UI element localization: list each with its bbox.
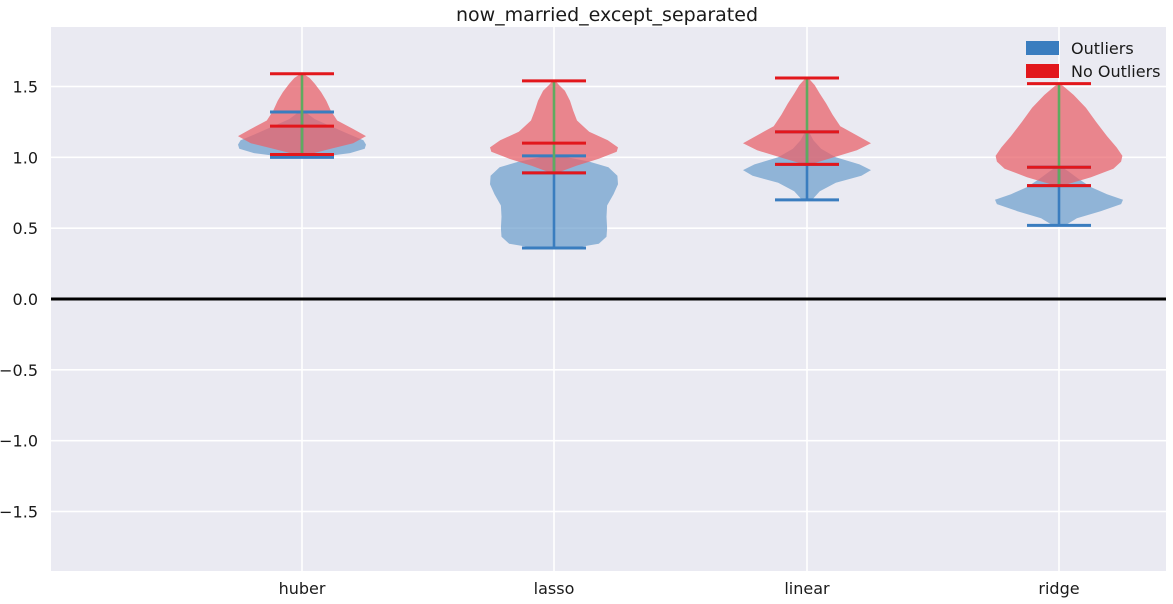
y-tick-label: −0.5	[0, 361, 38, 380]
legend-label-outliers: Outliers	[1071, 39, 1134, 58]
x-tick-label-linear: linear	[784, 579, 830, 598]
whisker-layer	[270, 72, 1091, 250]
x-tick-label-lasso: lasso	[534, 579, 575, 598]
legend-swatch-no-outliers	[1026, 64, 1059, 78]
y-tick-label: 0.0	[13, 290, 38, 309]
y-tick-label: 0.5	[13, 219, 38, 238]
y-tick-label: −1.0	[0, 432, 38, 451]
chart-title: now_married_except_separated	[456, 4, 758, 26]
y-axis-tick-labels: 1.5 1.0 0.5 0.0 −0.5 −1.0 −1.5	[0, 78, 38, 522]
legend-swatch-outliers	[1026, 41, 1059, 55]
x-tick-label-ridge: ridge	[1038, 579, 1079, 598]
legend: Outliers No Outliers	[1026, 39, 1161, 81]
x-tick-label-huber: huber	[279, 579, 326, 598]
y-tick-label: 1.0	[13, 148, 38, 167]
y-tick-label: 1.5	[13, 78, 38, 97]
legend-label-no-outliers: No Outliers	[1071, 62, 1161, 81]
x-axis-tick-labels: huber lasso linear ridge	[279, 579, 1080, 598]
y-tick-label: −1.5	[0, 503, 38, 522]
